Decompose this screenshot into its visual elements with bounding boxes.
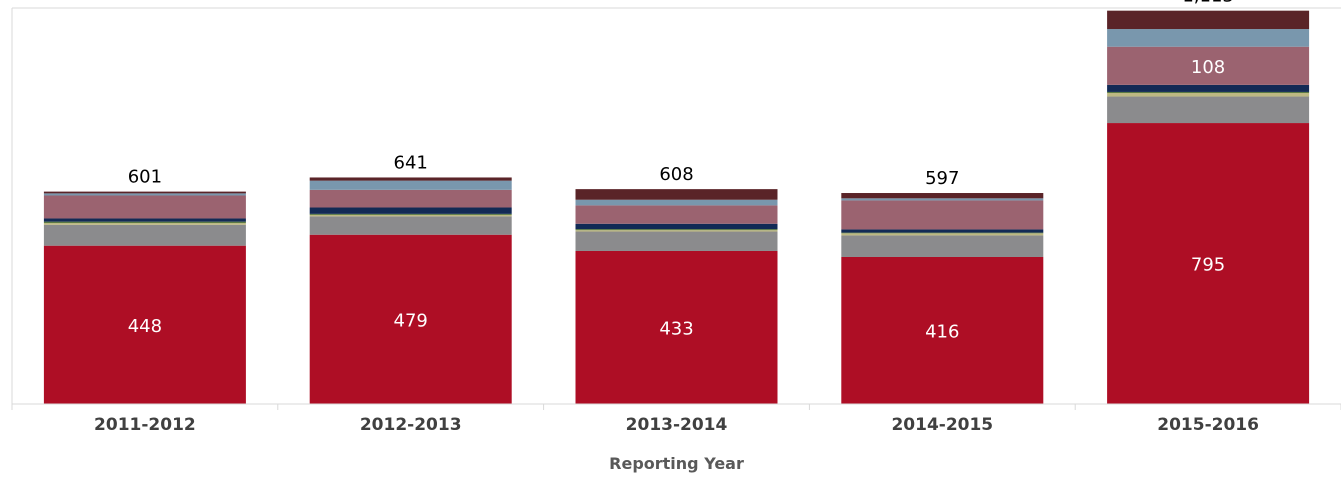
bar-segment-2013-2014-s6	[575, 205, 778, 224]
total-label: 608	[659, 164, 693, 185]
x-tick-label: 2013-2014	[626, 415, 728, 435]
bar-segment-2013-2014-s4	[575, 229, 778, 231]
data-label: 433	[659, 318, 693, 339]
x-tick-label: 2011-2012	[94, 415, 196, 435]
x-axis-title: Reporting Year	[609, 454, 744, 473]
bar-segment-2011-2012-s8	[43, 191, 246, 194]
bar-segment-2013-2014-s3	[575, 230, 778, 232]
total-label: 597	[925, 168, 959, 189]
bar-segment-2013-2014-s8	[575, 189, 778, 200]
data-label: 795	[1191, 255, 1225, 276]
bar-segment-2013-2014-s1	[575, 250, 778, 404]
bar-segment-2012-2013-s6	[309, 189, 512, 208]
bar-segment-2012-2013-s8	[309, 177, 512, 181]
bar-segment-2012-2013-s3	[309, 214, 512, 217]
bar-segment-2015-2016-s2	[1107, 96, 1310, 124]
bar-segment-2015-2016-s1	[1107, 123, 1310, 404]
total-label: 1,113	[1182, 0, 1234, 7]
bar-segment-2011-2012-s1	[43, 245, 246, 404]
bar-segment-2013-2014-s7	[575, 199, 778, 206]
bar-segment-2011-2012-s3	[43, 223, 246, 225]
bar-segment-2012-2013-s4	[309, 213, 512, 215]
bar-segment-2014-2015-s7	[841, 198, 1044, 201]
x-tick-label: 2015-2016	[1157, 415, 1259, 435]
bar-segment-2015-2016-s8	[1107, 10, 1310, 30]
bar-segment-2015-2016-s4	[1107, 91, 1310, 94]
bar-segment-2013-2014-s2	[575, 231, 778, 251]
bar-segment-2012-2013-s1	[309, 234, 512, 404]
bar-segment-2014-2015-s5	[841, 229, 1044, 233]
bar-segment-2014-2015-s8	[841, 193, 1044, 199]
bar-segment-2014-2015-s3	[841, 233, 1044, 236]
bar-segment-2014-2015-s1	[841, 256, 1044, 404]
data-label: 479	[394, 310, 428, 331]
bar-segment-2015-2016-s7	[1107, 29, 1310, 47]
bar-segment-2015-2016-s3	[1107, 93, 1310, 97]
bar-segment-2011-2012-s4	[43, 221, 246, 224]
bar-segment-2011-2012-s6	[43, 195, 246, 219]
bar-segment-2011-2012-s2	[43, 224, 246, 246]
data-label: 416	[925, 321, 959, 342]
x-tick-label: 2014-2015	[891, 415, 993, 435]
data-label: 108	[1191, 57, 1225, 78]
bar-segment-2014-2015-s2	[841, 235, 1044, 257]
bar-segment-2014-2015-s4	[841, 232, 1044, 234]
bar-segment-2012-2013-s5	[309, 207, 512, 214]
bar-segment-2012-2013-s7	[309, 180, 512, 190]
bar-segment-2011-2012-s7	[43, 193, 246, 196]
bar-segment-2015-2016-s6	[1107, 46, 1310, 85]
data-label: 448	[128, 316, 162, 337]
bar-segment-2012-2013-s2	[309, 216, 512, 235]
total-label: 601	[128, 167, 162, 188]
bar-segment-2011-2012-s5	[43, 218, 246, 222]
bar-segment-2014-2015-s6	[841, 200, 1044, 230]
bar-segment-2013-2014-s5	[575, 223, 778, 230]
total-label: 641	[394, 152, 428, 173]
x-tick-label: 2012-2013	[360, 415, 462, 435]
bar-segment-2015-2016-s5	[1107, 84, 1310, 92]
